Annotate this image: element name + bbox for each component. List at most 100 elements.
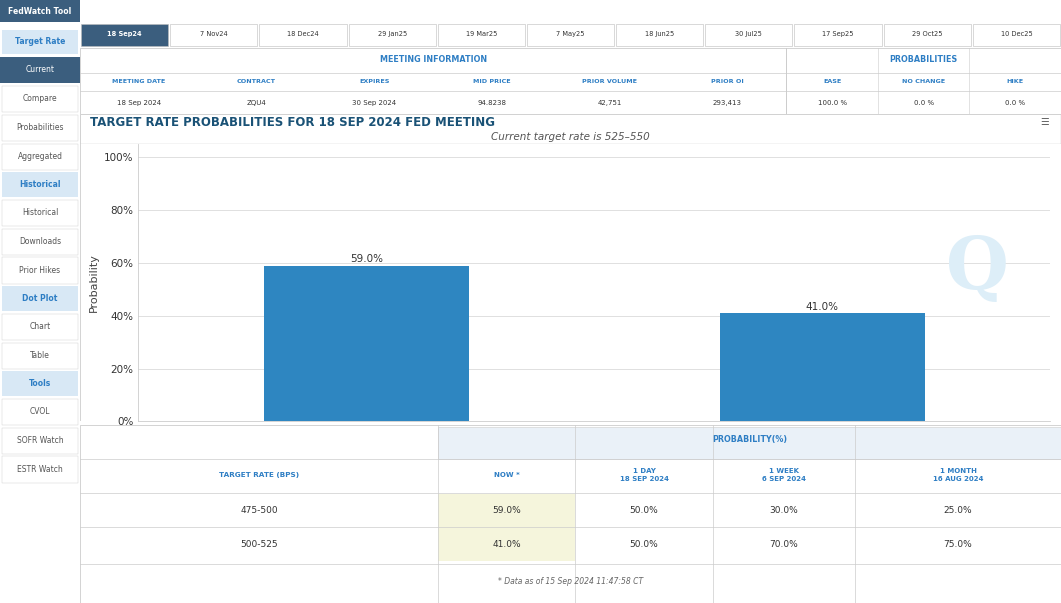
Text: NO CHANGE: NO CHANGE [902,79,945,84]
Bar [884,24,971,46]
Text: Probabilities: Probabilities [16,124,64,132]
Text: 59.0%: 59.0% [492,506,521,515]
Bar [2,229,79,255]
Text: 475-500: 475-500 [240,506,278,515]
Text: PROBABILITIES: PROBABILITIES [889,55,958,64]
Text: Tools: Tools [29,379,51,388]
Bar [2,200,79,226]
Bar [348,24,436,46]
Bar [81,24,169,46]
Text: Q: Q [946,233,1009,305]
Bar [2,286,79,311]
Text: 10 Dec25: 10 Dec25 [1001,31,1032,37]
Text: Target Rate: Target Rate [15,37,65,46]
Text: 1 WEEK
6 SEP 2024: 1 WEEK 6 SEP 2024 [762,468,806,482]
Text: Historical: Historical [22,209,58,217]
Bar [795,24,882,46]
Text: ☰: ☰ [1041,118,1049,127]
Text: TARGET RATE (BPS): TARGET RATE (BPS) [219,472,299,478]
Bar [973,24,1060,46]
Text: 19 Mar25: 19 Mar25 [466,31,497,37]
Bar [2,30,79,54]
Text: 50.0%: 50.0% [629,540,659,549]
Text: PRIOR VOLUME: PRIOR VOLUME [582,79,638,84]
Text: PROBABILITY(%): PROBABILITY(%) [712,435,787,444]
Text: 41.0%: 41.0% [806,302,839,312]
Text: 30 Jul25: 30 Jul25 [735,31,762,37]
Bar [2,257,79,284]
Text: TARGET RATE PROBABILITIES FOR 18 SEP 2024 FED MEETING: TARGET RATE PROBABILITIES FOR 18 SEP 202… [90,116,494,129]
Bar [616,24,703,46]
Text: MEETING INFORMATION: MEETING INFORMATION [380,55,487,64]
Text: ZQU4: ZQU4 [247,99,266,106]
Text: 94.8238: 94.8238 [477,99,506,106]
Text: 7 Nov24: 7 Nov24 [199,31,228,37]
Text: CONTRACT: CONTRACT [237,79,276,84]
Text: NOW *: NOW * [493,472,520,478]
Text: 25.0%: 25.0% [943,506,972,515]
Text: 18 Sep 2024: 18 Sep 2024 [117,99,161,106]
Text: PRIOR OI: PRIOR OI [711,79,744,84]
Text: MID PRICE: MID PRICE [473,79,510,84]
Text: EXPIRES: EXPIRES [359,79,389,84]
Text: CVOL: CVOL [30,408,50,416]
Text: Downloads: Downloads [19,238,62,246]
Bar [527,24,614,46]
Bar [170,24,258,46]
Text: Table: Table [30,352,50,360]
Text: SOFR Watch: SOFR Watch [17,437,64,445]
Text: Aggregated: Aggregated [17,153,63,161]
Text: Historical: Historical [19,180,60,189]
Text: Current target rate is 525–550: Current target rate is 525–550 [491,131,650,142]
Bar [706,24,793,46]
Bar [0,0,80,22]
Text: MEETING DATE: MEETING DATE [112,79,166,84]
Text: Prior Hikes: Prior Hikes [19,267,60,275]
Text: 18 Jun25: 18 Jun25 [645,31,675,37]
Bar [2,456,79,483]
Text: 42,751: 42,751 [597,99,622,106]
Text: 1 DAY
18 SEP 2024: 1 DAY 18 SEP 2024 [620,468,668,482]
Text: 100.0 %: 100.0 % [818,99,847,106]
Y-axis label: Probability: Probability [88,253,99,312]
Bar [438,494,575,528]
Bar [438,528,575,561]
Text: 70.0%: 70.0% [769,540,798,549]
Text: FedWatch Tool: FedWatch Tool [8,7,72,16]
Text: 18 Dec24: 18 Dec24 [288,31,318,37]
Text: 29 Oct25: 29 Oct25 [912,31,942,37]
Text: t: t [1050,5,1056,17]
Text: ESTR Watch: ESTR Watch [17,466,63,474]
Text: 50.0%: 50.0% [629,506,659,515]
Bar [438,24,525,46]
Text: 41.0%: 41.0% [492,540,521,549]
Text: 18 Sep24: 18 Sep24 [107,31,142,37]
X-axis label: Target Rate (in bps): Target Rate (in bps) [540,442,649,452]
Text: 30.0%: 30.0% [769,506,798,515]
Text: 293,413: 293,413 [713,99,742,106]
Text: 0.0 %: 0.0 % [1005,99,1025,106]
Bar [2,371,79,396]
Text: 29 Jan25: 29 Jan25 [378,31,406,37]
Text: Dot Plot: Dot Plot [22,294,57,303]
Text: 30 Sep 2024: 30 Sep 2024 [352,99,397,106]
Bar [2,314,79,340]
Bar [2,86,79,112]
Text: 17 Sep25: 17 Sep25 [822,31,854,37]
Text: Chart: Chart [30,323,51,331]
Bar [2,144,79,170]
Text: Current: Current [25,66,54,74]
Bar [2,428,79,454]
Text: EASE: EASE [823,79,841,84]
Text: 7 May25: 7 May25 [556,31,585,37]
Text: 0.0 %: 0.0 % [914,99,934,106]
Bar [2,343,79,369]
Bar [264,266,469,421]
Text: HIKE: HIKE [1007,79,1024,84]
Bar [2,115,79,141]
Text: 1 MONTH
16 AUG 2024: 1 MONTH 16 AUG 2024 [933,468,984,482]
Text: Compare: Compare [22,95,57,103]
Text: 59.0%: 59.0% [350,254,383,264]
Text: 75.0%: 75.0% [943,540,972,549]
Bar [2,399,79,425]
